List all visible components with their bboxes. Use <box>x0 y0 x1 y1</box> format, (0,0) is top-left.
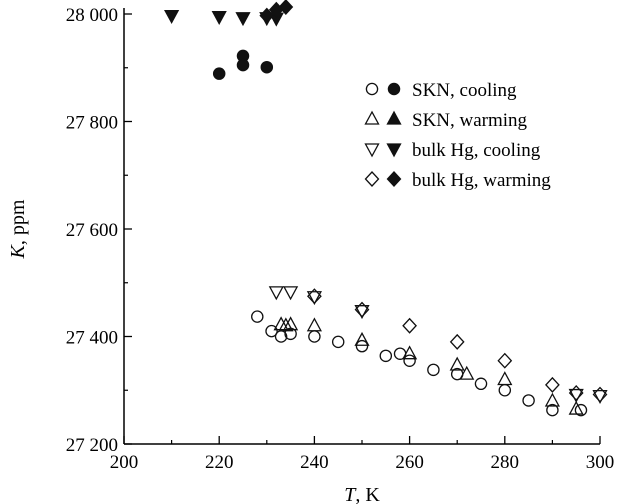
series-open-circle <box>251 310 588 417</box>
legend-marker-open <box>364 143 380 158</box>
data-point <box>522 394 535 407</box>
data-point <box>545 376 560 393</box>
legend-marker-open <box>364 110 380 125</box>
y-axis-label-unit: , ppm <box>7 199 29 245</box>
x-tick-label: 260 <box>395 452 424 473</box>
data-point <box>331 335 345 349</box>
y-axis-label: K, ppm <box>7 199 29 259</box>
data-point <box>268 286 284 301</box>
data-point <box>259 7 275 24</box>
y-tick-label: 27 200 <box>66 435 118 456</box>
x-tick-label: 280 <box>491 452 520 473</box>
data-point <box>379 349 393 363</box>
legend-label: bulk Hg, warming <box>412 170 551 191</box>
data-point <box>568 384 584 401</box>
series-open-triangle-down <box>268 286 608 404</box>
data-point <box>497 371 513 386</box>
legend-entry: bulk Hg, warming <box>364 170 551 191</box>
data-point <box>278 0 294 15</box>
data-point <box>355 339 369 353</box>
legend-entry: bulk Hg, cooling <box>364 140 541 161</box>
data-point <box>306 317 322 332</box>
data-point <box>354 305 370 320</box>
data-point <box>592 386 608 403</box>
x-tick-label: 220 <box>205 452 234 473</box>
data-point <box>211 11 227 26</box>
x-axis-label-unit: , K <box>355 484 380 504</box>
data-point <box>164 9 180 24</box>
data-point <box>592 389 608 404</box>
legend-label: SKN, cooling <box>412 80 517 101</box>
x-tick-label: 200 <box>110 452 139 473</box>
legend: SKN, cooling SKN, warming bulk Hg, cooling… <box>364 80 551 191</box>
data-point <box>497 352 513 369</box>
data-point <box>283 286 299 301</box>
legend-label: SKN, warming <box>412 110 528 131</box>
y-tick-label: 27 400 <box>66 328 118 349</box>
series-open-triangle-up <box>273 316 584 415</box>
data-point <box>308 330 321 343</box>
x-axis-label-var: T <box>344 484 357 504</box>
legend-marker-open <box>365 82 379 96</box>
data-point <box>568 400 584 415</box>
y-tick-label: 28 000 <box>66 5 118 26</box>
x-tick-label: 300 <box>586 452 615 473</box>
y-tick-label: 27 800 <box>66 113 118 134</box>
data-point <box>251 310 264 323</box>
y-axis-label-var: K <box>7 243 29 259</box>
data-point <box>212 67 226 80</box>
data-point <box>260 60 274 74</box>
data-point <box>402 345 418 360</box>
data-point <box>354 331 370 346</box>
data-point <box>449 333 465 350</box>
legend-marker-filled <box>386 110 402 125</box>
data-point <box>306 291 322 306</box>
plot-area: 200 220 240 260 280 300 27 200 27 400 27 600 27 8… <box>66 0 615 473</box>
legend-marker-open <box>364 171 380 187</box>
data-point <box>474 377 488 391</box>
series-open-diamond <box>307 288 608 403</box>
data-point <box>283 316 299 331</box>
legend-entry: SKN, cooling <box>365 80 517 101</box>
data-point <box>544 392 560 407</box>
data-point <box>236 58 250 72</box>
data-point <box>427 363 440 377</box>
data-point <box>459 365 475 380</box>
x-tick-label: 240 <box>300 452 329 473</box>
legend-marker-filled <box>386 171 402 187</box>
series-filled-diamond <box>259 0 294 24</box>
data-point <box>402 317 417 334</box>
data-point <box>546 403 559 417</box>
legend-label: bulk Hg, cooling <box>412 140 541 161</box>
data-point <box>574 403 588 417</box>
data-point <box>307 288 322 305</box>
series-filled-circle <box>212 49 274 80</box>
y-tick-label: 27 600 <box>66 220 118 241</box>
data-point <box>235 12 251 27</box>
data-point <box>403 354 416 367</box>
legend-marker-filled <box>386 143 402 158</box>
x-axis-label: T, K <box>344 484 380 504</box>
legend-marker-filled <box>387 82 401 96</box>
data-point <box>498 383 512 397</box>
data-point <box>354 301 370 318</box>
data-point <box>449 356 465 371</box>
data-point <box>265 324 278 338</box>
data-point <box>278 317 294 332</box>
data-point <box>273 316 289 331</box>
legend-entry: SKN, warming <box>364 110 528 131</box>
